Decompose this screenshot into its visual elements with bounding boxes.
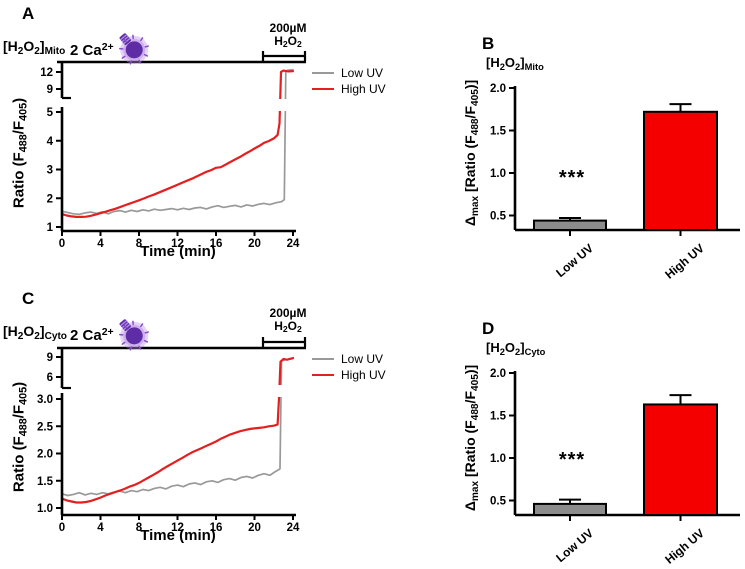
legend-label: Low UV [341,352,384,366]
svg-text:2: 2 [47,193,53,205]
panel-c-calcium-label: 2 Ca2+ [70,326,114,344]
panel-d-probe-label: [H2O2]Cyto [486,340,546,357]
svg-text:8: 8 [136,238,143,250]
legend-item-high-uv: High UV [312,81,386,97]
svg-text:16: 16 [210,522,223,534]
high-uv-line-swatch [312,88,334,90]
panel-a-legend: Low UV High UV [312,65,386,97]
svg-text:24: 24 [287,238,300,250]
svg-text:20: 20 [248,522,261,534]
panel-c-x-axis-title: Time (min) [140,527,216,544]
svg-text:2.0: 2.0 [37,449,53,461]
svg-text:9: 9 [47,352,53,364]
uv-lamp-icon [119,33,149,65]
panel-c-pulse-agent: H2O2 [274,319,302,335]
svg-text:12: 12 [171,522,184,534]
svg-text:1.5: 1.5 [37,476,54,488]
legend-label: High UV [341,368,386,382]
svg-text:12: 12 [40,67,53,79]
svg-text:8: 8 [136,522,143,534]
bar-high-uv [643,110,718,231]
panel-a-pulse-concentration: 200µM [269,21,307,35]
panel-b-letter: B [482,34,495,53]
panel-d-significance-stars: *** [558,449,586,471]
svg-text:12: 12 [171,238,184,250]
panel-c-pulse-concentration: 200µM [269,306,307,320]
svg-text:1.5: 1.5 [490,126,507,138]
bar-low-uv [533,219,607,232]
legend-item-low-uv: Low UV [312,351,386,367]
svg-text:2.5: 2.5 [37,421,54,433]
svg-text:4: 4 [47,136,54,148]
panel-b-y-axis-title: Δmax [Ratio (F488/F405)] [462,79,481,227]
high-uv-line-swatch [312,374,334,376]
legend-item-high-uv: High UV [312,367,386,383]
panel-a-y-axis-title: Ratio (F488/F405) [10,97,30,209]
panel-d-y-axis-title: Δmax [Ratio (F488/F405)] [462,364,481,512]
panel-b-significance-stars: *** [558,167,586,189]
svg-text:4: 4 [97,522,104,534]
svg-text:1.0: 1.0 [37,503,53,515]
legend-label: Low UV [341,66,384,80]
panel-b-bar-chart: 0.5 1.0 1.5 2.0 [490,83,740,236]
series-low-uv [61,357,294,497]
panel-c-letter: C [22,289,35,308]
panel-d-bar-chart: 0.5 1.0 1.5 2.0 [490,368,740,521]
series-high-uv [60,69,295,218]
low-uv-line-swatch [312,358,334,360]
svg-text:0: 0 [59,522,65,534]
series-low-uv [61,68,294,216]
panel-a-probe-label: [H2O2]Mito [3,38,66,57]
svg-text:5: 5 [47,107,54,119]
svg-text:4: 4 [97,238,104,250]
svg-text:3: 3 [47,165,53,177]
panel-b-probe-label: [H2O2]Mito [486,55,544,72]
panel-d-letter: D [482,319,495,338]
panel-a-x-axis-title: Time (min) [140,243,216,260]
svg-text:24: 24 [287,522,300,534]
svg-text:2.0: 2.0 [490,83,506,95]
panel-c-line-chart: 1.0 1.5 2.0 2.5 3.0 6 9 0 4 8 12 16 20 24 [37,319,312,534]
bar-low-uv [533,502,607,516]
svg-text:1: 1 [47,222,54,234]
svg-text:20: 20 [248,238,261,250]
svg-text:0.5: 0.5 [490,211,507,223]
svg-text:9: 9 [47,84,53,96]
svg-text:6: 6 [47,372,53,384]
bar-high-uv [643,403,718,516]
panel-c-probe-label: [H2O2]Cyto [3,323,67,342]
panel-c-y-axis-title: Ratio (F488/F405) [10,381,30,493]
svg-text:0.5: 0.5 [490,496,507,508]
svg-text:1.5: 1.5 [490,411,507,423]
panel-a-calcium-label: 2 Ca2+ [70,41,114,59]
svg-text:3.0: 3.0 [37,394,53,406]
svg-text:1.0: 1.0 [490,453,506,465]
panel-c-legend: Low UV High UV [312,351,386,383]
uv-lamp-icon [119,319,149,351]
low-uv-line-swatch [312,72,334,74]
series-high-uv [60,356,295,504]
svg-text:16: 16 [210,238,223,250]
panel-a-letter: A [22,4,35,23]
svg-text:2.0: 2.0 [490,368,506,380]
svg-text:0: 0 [59,238,65,250]
panel-a-pulse-agent: H2O2 [274,34,302,50]
legend-item-low-uv: Low UV [312,65,386,81]
legend-label: High UV [341,82,386,96]
svg-text:1.0: 1.0 [490,168,506,180]
